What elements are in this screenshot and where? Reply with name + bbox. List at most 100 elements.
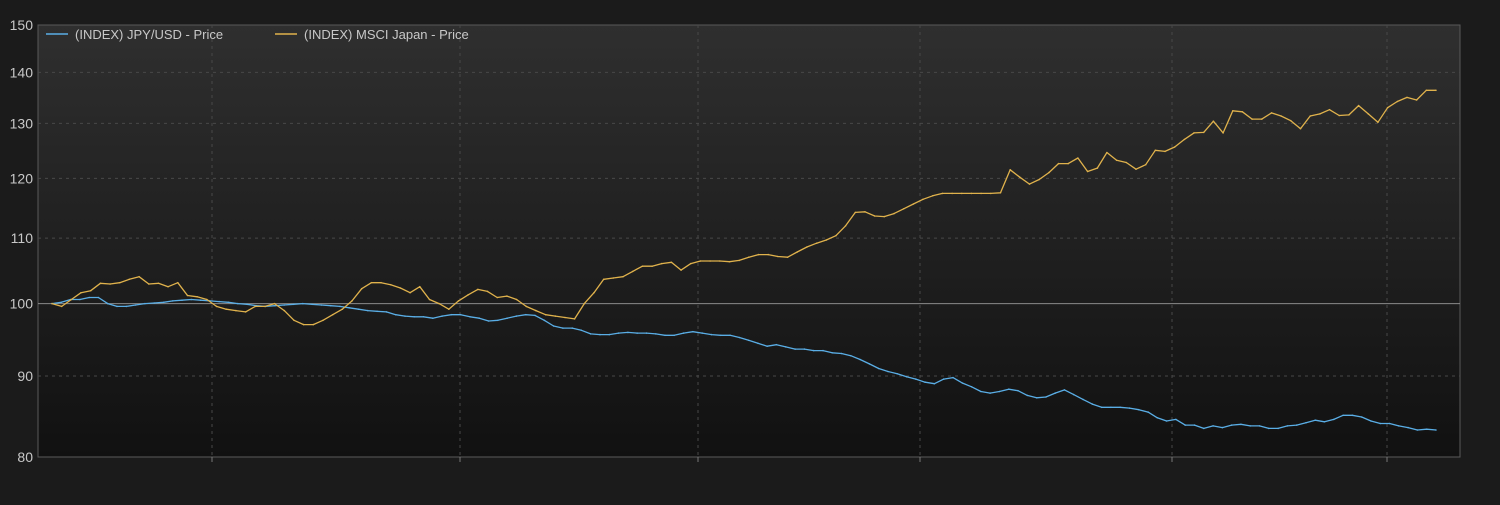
plot-area	[37, 24, 1461, 458]
data-point	[506, 295, 508, 297]
data-point	[786, 256, 789, 259]
data-point	[961, 192, 963, 195]
data-point	[190, 298, 193, 301]
data-point	[172, 300, 174, 302]
data-point	[1241, 111, 1244, 113]
data-point	[580, 329, 583, 332]
data-point	[952, 376, 954, 379]
data-point	[627, 331, 629, 334]
data-point	[554, 315, 557, 317]
data-point	[922, 198, 924, 201]
data-point	[1333, 418, 1335, 421]
data-point	[1045, 396, 1047, 398]
grid	[38, 25, 1460, 462]
data-point	[905, 376, 908, 378]
data-point	[562, 327, 564, 329]
data-point	[844, 225, 847, 227]
data-point	[331, 313, 334, 316]
data-point	[1063, 389, 1066, 391]
legend: (INDEX) JPY/USD - Price (INDEX) MSCI Japa…	[46, 27, 469, 42]
data-point	[1096, 167, 1099, 169]
data-point	[1077, 157, 1079, 159]
data-point	[88, 296, 90, 299]
data-point	[244, 311, 247, 313]
data-point	[1203, 427, 1205, 430]
data-point	[89, 289, 92, 292]
data-point	[1377, 121, 1379, 124]
data-point	[79, 298, 81, 301]
data-point	[1193, 424, 1196, 426]
data-point	[1086, 170, 1089, 173]
data-point	[1425, 428, 1428, 431]
data-point	[664, 334, 666, 337]
data-point	[720, 334, 722, 337]
data-point	[441, 315, 443, 317]
data-point	[1054, 392, 1056, 394]
data-point	[1007, 388, 1010, 391]
data-point	[1268, 427, 1270, 430]
data-point	[487, 320, 490, 322]
data-point	[825, 239, 828, 241]
data-point	[1110, 406, 1112, 409]
data-point	[486, 290, 489, 293]
data-point	[1221, 426, 1224, 429]
data-point	[1147, 411, 1149, 413]
data-point	[496, 296, 499, 299]
data-point	[571, 327, 573, 329]
data-point	[254, 305, 256, 308]
data-point	[544, 313, 547, 316]
data-point	[1280, 115, 1282, 117]
data-point	[931, 195, 934, 197]
data-point	[673, 334, 676, 337]
data-point	[1338, 114, 1340, 117]
y-tick-label: 80	[17, 449, 33, 465]
data-point	[941, 192, 944, 195]
data-point	[302, 302, 304, 305]
data-point	[1435, 429, 1437, 431]
data-point	[822, 349, 824, 352]
data-point	[1009, 169, 1011, 171]
data-point	[506, 317, 508, 320]
data-point	[134, 304, 137, 306]
data-point	[1416, 429, 1419, 431]
data-point	[1222, 132, 1224, 134]
series-group	[51, 89, 1437, 431]
data-point	[924, 381, 926, 384]
data-point	[873, 215, 876, 217]
data-point	[225, 308, 227, 311]
y-tick-label: 90	[17, 368, 33, 384]
data-point	[1184, 424, 1186, 426]
data-point	[1026, 394, 1029, 397]
data-point	[1154, 149, 1157, 152]
data-point	[912, 203, 915, 205]
data-point	[583, 302, 586, 305]
data-point	[409, 291, 411, 294]
data-point	[1314, 419, 1316, 422]
data-point	[167, 285, 169, 288]
y-tick-label: 150	[10, 17, 34, 33]
data-point	[1290, 119, 1292, 122]
data-point	[719, 260, 721, 262]
data-point	[1396, 100, 1399, 103]
data-point	[631, 270, 634, 273]
data-point	[109, 283, 111, 285]
data-point	[1135, 168, 1137, 170]
data-point	[432, 317, 434, 320]
data-point	[1328, 108, 1331, 111]
data-point	[1386, 106, 1389, 109]
data-point	[1370, 420, 1372, 422]
data-point	[116, 305, 118, 308]
data-point	[477, 288, 479, 291]
data-point	[329, 304, 332, 307]
data-point	[1019, 176, 1021, 178]
data-point	[896, 373, 899, 375]
data-point	[748, 256, 750, 259]
data-point	[942, 378, 945, 380]
data-point	[682, 332, 685, 334]
data-point	[80, 291, 82, 294]
data-point	[806, 246, 808, 248]
data-point	[883, 215, 886, 218]
data-point	[796, 251, 798, 253]
data-point	[162, 301, 165, 304]
data-point	[608, 333, 611, 336]
